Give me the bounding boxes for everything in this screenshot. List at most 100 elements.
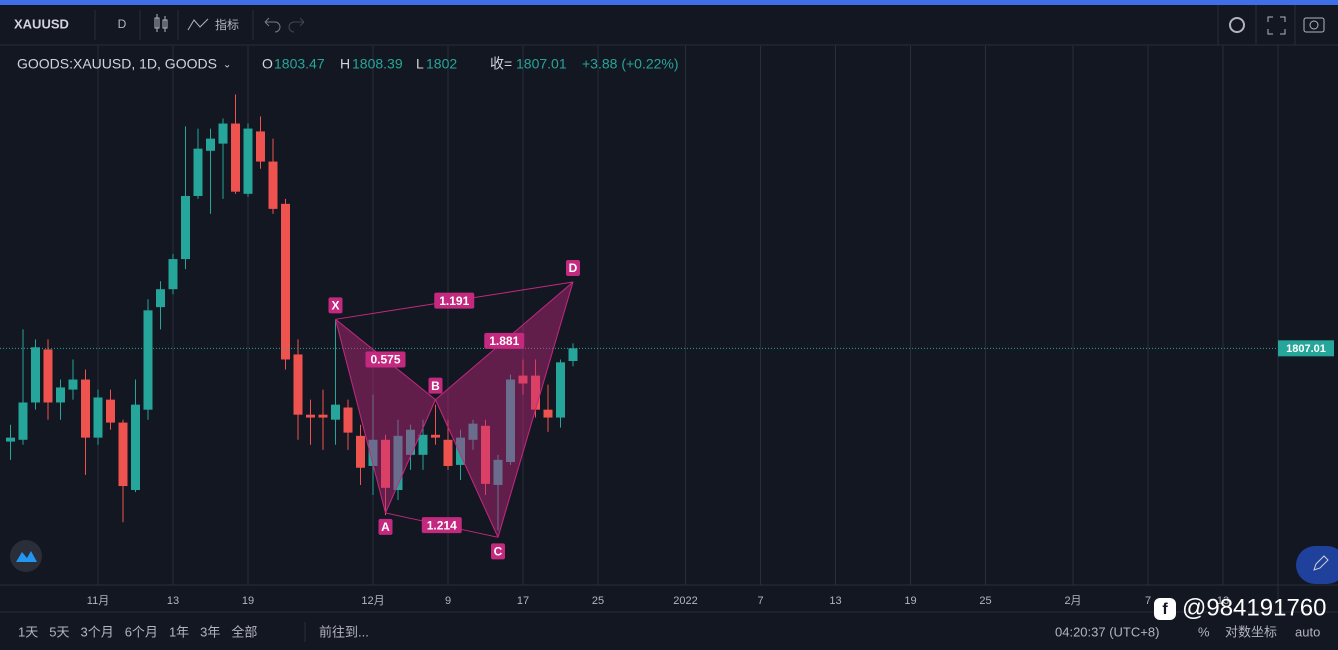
x-tick-label: 25 (592, 595, 604, 607)
point-label-bg (328, 297, 343, 314)
candle-body (281, 203, 290, 360)
c-value: 1807.01 (516, 56, 567, 72)
candle-body (43, 349, 53, 403)
point-label-bg (491, 543, 505, 560)
x-tick-label: 9 (445, 595, 451, 607)
pattern-line (497, 281, 574, 538)
candle-body (6, 437, 15, 442)
ratio-label: 1.191 (439, 294, 469, 308)
price-label-bg (1278, 340, 1334, 357)
symbol[interactable]: XAUUSD (14, 16, 69, 31)
x-tick-label: 13 (1217, 595, 1229, 607)
candle-body (181, 195, 190, 260)
candle-body (518, 375, 528, 384)
time: 04:20:37 (UTC+8) (1055, 624, 1159, 639)
h-value: 1808.39 (352, 56, 403, 72)
indicators[interactable]: 指标 (215, 17, 239, 32)
l-label: L (416, 56, 424, 72)
ratio-label-bg (484, 332, 525, 349)
candle-body (556, 362, 565, 418)
watermark-text: @984191760 (1182, 594, 1327, 621)
candle-body (568, 348, 578, 362)
x-tick-label: 25 (979, 595, 991, 607)
point-label: X (331, 298, 339, 312)
pattern-line (385, 399, 436, 514)
screenshot-lens (1309, 20, 1319, 30)
range-button[interactable]: 1年 (169, 624, 189, 639)
range-button[interactable]: 1天 (18, 624, 38, 639)
candle-body (468, 423, 478, 440)
x-tick-label: 17 (517, 595, 529, 607)
candle-body (531, 375, 540, 410)
candle-body (231, 123, 240, 192)
harmonic-pattern: 0.575 1.881 1.191 1.214 X A B C D (328, 260, 580, 560)
indicator-icon[interactable] (187, 18, 209, 31)
x-tick-label: 11月 (87, 595, 109, 607)
x-tick-label: 19 (242, 595, 254, 607)
candle-body (293, 354, 303, 415)
range-button[interactable]: 5天 (49, 624, 69, 639)
edit-button[interactable] (1296, 546, 1338, 584)
price-label: 1807.01 (1286, 343, 1326, 355)
candle-body (93, 397, 103, 438)
candle-body (506, 379, 515, 463)
ratio-label: 1.881 (489, 334, 519, 348)
candle-body (343, 407, 353, 433)
x-tick-label: 2月 (1064, 595, 1081, 607)
percent[interactable]: % (1198, 624, 1210, 639)
bottom-bar: 1天 5天 3个月 6个月 1年 3年 全部 (18, 624, 257, 639)
l-value: 1802 (426, 56, 457, 72)
plot: 1807.01 (0, 94, 1334, 531)
undo[interactable] (264, 17, 281, 33)
candle-body (31, 347, 40, 403)
candle-body (543, 409, 553, 418)
candle-body (118, 422, 128, 487)
fullscreen[interactable] (1267, 16, 1286, 35)
settings[interactable] (1229, 17, 1245, 33)
candle-body (156, 289, 165, 308)
logo[interactable] (10, 540, 42, 572)
range-button[interactable]: 6个月 (125, 624, 158, 639)
candle-body (406, 429, 415, 455)
h-label: H (340, 56, 350, 72)
candle-body (218, 123, 228, 144)
candle-body (443, 439, 453, 466)
range-button[interactable]: 3年 (200, 624, 220, 639)
x-tick-label: 7 (1145, 595, 1151, 607)
ratio-label-bg (434, 292, 475, 309)
range-button[interactable]: 3个月 (80, 624, 113, 639)
candle-body (481, 425, 490, 484)
goto[interactable]: 前往到... (319, 624, 369, 639)
candle-body (456, 437, 465, 465)
ratio-label-bg (365, 351, 406, 368)
screenshot[interactable] (1303, 17, 1325, 33)
log-scale[interactable]: 对数坐标 (1225, 624, 1277, 639)
pattern-fill (335, 319, 436, 513)
candle-body (368, 439, 378, 466)
x-tick-label: 13 (167, 595, 179, 607)
candle-body (268, 161, 278, 209)
legend-symbol[interactable]: GOODS:XAUUSD, 1D, GOODS (17, 56, 217, 72)
svg-text:f: f (1162, 601, 1168, 618)
point-label: A (381, 520, 390, 534)
legend-chevron: ⌄ (223, 60, 231, 71)
candle-body (131, 404, 140, 490)
point-label-bg (428, 377, 443, 394)
pattern-fill (435, 282, 573, 538)
candle-body (356, 435, 365, 468)
candle-icon[interactable] (154, 14, 168, 32)
candle-body (243, 128, 253, 194)
x-tick-label: 12月 (361, 595, 384, 607)
x-tick-label: 19 (904, 595, 916, 607)
change: +3.88 (+0.22%) (582, 56, 679, 72)
point-label-bg (378, 518, 393, 535)
candle-body (331, 404, 340, 420)
x-tick-label: 2022 (673, 595, 697, 607)
interval[interactable]: D (118, 17, 127, 31)
auto-scale[interactable]: auto (1295, 624, 1320, 639)
candle-body (143, 310, 153, 410)
redo[interactable] (288, 17, 305, 33)
range-button[interactable]: 全部 (231, 624, 257, 639)
